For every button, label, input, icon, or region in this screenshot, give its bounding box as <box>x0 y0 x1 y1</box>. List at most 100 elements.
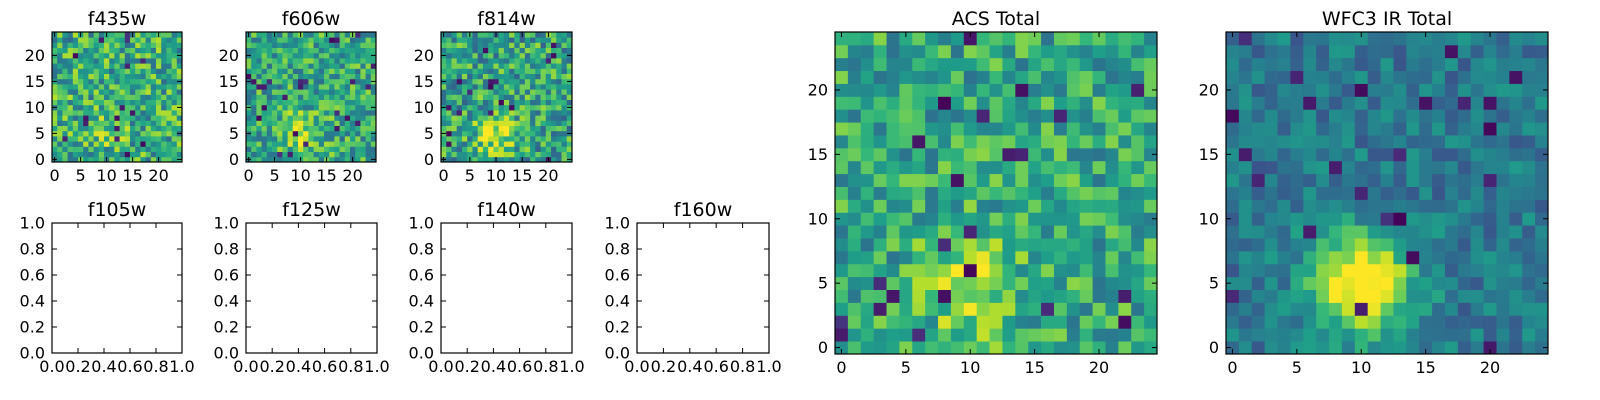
pixel-cell <box>62 73 68 80</box>
pixel-cell <box>1483 302 1497 316</box>
pixel-cell <box>950 341 965 355</box>
pixel-cell <box>334 94 340 100</box>
axes-frame <box>1225 31 1549 355</box>
pixel-cell <box>78 120 84 126</box>
pixel-cell <box>1066 32 1081 46</box>
x-tick-label: 0.2 <box>651 357 676 376</box>
pixel-cell <box>166 78 172 85</box>
pixel-cell <box>1015 328 1029 342</box>
pixel-cell <box>493 89 500 95</box>
pixel-cell <box>104 141 110 147</box>
pixel-cell <box>477 52 484 59</box>
pixel-cell <box>467 104 473 111</box>
pixel-cell <box>114 156 120 163</box>
pixel-cell <box>1144 160 1158 175</box>
pixel-cell <box>530 146 536 152</box>
pixel-cell <box>52 73 58 80</box>
pixel-cell <box>324 84 330 90</box>
pixel-cell <box>1105 276 1119 290</box>
pixel-cell <box>456 120 463 126</box>
pixel-cell <box>1509 186 1523 200</box>
pixel-cell <box>1316 186 1330 200</box>
pixel-cell <box>83 32 89 38</box>
pixel-cell <box>472 89 479 95</box>
pixel-cell <box>1432 173 1446 187</box>
pixel-cell <box>1393 263 1407 278</box>
pixel-cell <box>261 37 268 43</box>
pixel-cell <box>266 32 273 38</box>
pixel-cell <box>1444 147 1459 162</box>
pixel-cell <box>498 125 505 132</box>
pixel-cell <box>1066 238 1081 252</box>
pixel-cell <box>535 130 541 137</box>
pixel-cell <box>1002 276 1016 290</box>
pixel-cell <box>1226 341 1240 355</box>
pixel-cell <box>1277 122 1291 136</box>
pixel-cell <box>1367 83 1381 97</box>
pixel-cell <box>1354 173 1369 187</box>
pixel-cell <box>873 57 887 72</box>
pixel-cell <box>1444 315 1459 329</box>
pixel-cell <box>176 84 183 90</box>
pixel-cell <box>1226 212 1240 226</box>
pixel-cell <box>93 84 100 90</box>
x-tick-label: 0.2 <box>454 357 479 376</box>
pixel-cell <box>329 151 335 158</box>
pixel-cell <box>156 68 162 74</box>
pixel-cell <box>519 125 526 132</box>
pixel-cell <box>282 110 288 116</box>
pixel-cell <box>344 156 351 163</box>
x-tick-label: 0.6 <box>117 357 142 376</box>
pixel-cell <box>1483 328 1497 342</box>
pixel-cell <box>860 160 875 175</box>
pixel-cell <box>899 96 913 110</box>
y-tick-label: 10 <box>25 98 45 117</box>
pixel-cell <box>308 146 314 152</box>
pixel-cell <box>498 84 505 90</box>
pixel-cell <box>1079 302 1093 316</box>
pixel-cell <box>1341 328 1356 342</box>
pixel-cell <box>1432 57 1446 72</box>
pixel-cell <box>93 141 100 147</box>
pixel-cell <box>530 63 536 69</box>
pixel-cell <box>860 57 875 72</box>
pixel-cell <box>119 94 126 100</box>
pixel-cell <box>324 115 330 121</box>
pixel-cell <box>109 104 115 111</box>
pixel-cell <box>119 130 126 137</box>
pixel-cell <box>456 110 463 116</box>
pixel-cell <box>67 115 74 121</box>
pixel-cell <box>1118 341 1132 355</box>
pixel-cell <box>1028 122 1042 136</box>
pixel-cell <box>1354 250 1369 265</box>
pixel-cell <box>566 115 573 121</box>
pixel-cell <box>1041 302 1055 316</box>
pixel-cell <box>1432 96 1446 110</box>
pixel-cell <box>493 37 500 43</box>
pixel-cell <box>938 276 952 290</box>
pixel-cell <box>261 63 268 69</box>
pixel-cell <box>344 104 351 111</box>
pixel-cell <box>308 115 314 121</box>
pixel-cell <box>298 146 304 152</box>
pixel-cell <box>156 37 162 43</box>
pixel-cell <box>519 37 526 43</box>
pixel-cell <box>1079 276 1093 290</box>
pixel-cell <box>1251 263 1266 278</box>
pixel-cell <box>339 63 346 69</box>
pixel-cell <box>171 37 178 43</box>
pixel-cell <box>1432 289 1446 303</box>
pixel-cell <box>1393 212 1407 226</box>
pixel-cell <box>1131 70 1145 84</box>
pixel-cell <box>1316 122 1330 136</box>
pixel-cell <box>1303 32 1317 46</box>
pixel-cell <box>1264 160 1278 175</box>
pixel-cell <box>488 151 494 158</box>
pixel-cell <box>57 73 63 80</box>
pixel-cell <box>925 70 939 84</box>
pixel-cell <box>472 42 479 48</box>
pixel-cell <box>1380 122 1394 136</box>
pixel-cell <box>62 130 68 137</box>
pixel-cell <box>441 146 447 152</box>
pixel-cell <box>324 120 330 126</box>
